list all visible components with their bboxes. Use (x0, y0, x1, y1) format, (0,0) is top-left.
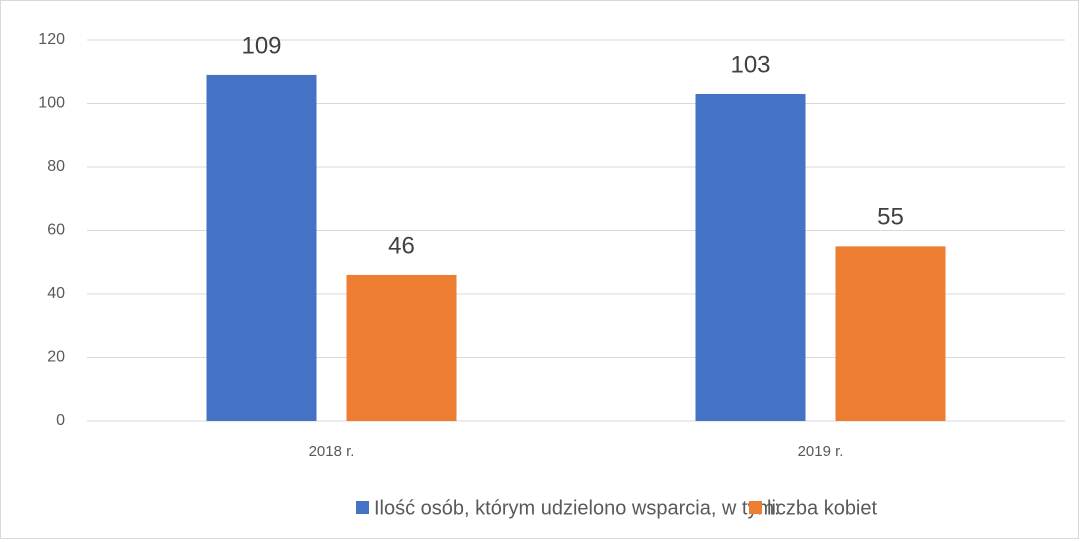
x-tick-label: 2019 r. (798, 443, 844, 460)
y-tick-label: 0 (56, 412, 65, 429)
x-tick-label: 2018 r. (309, 443, 355, 460)
bar (695, 93, 806, 421)
data-label: 55 (877, 204, 904, 231)
bar (206, 74, 317, 422)
data-label: 46 (388, 232, 415, 259)
y-tick-label: 120 (38, 31, 65, 48)
bar (346, 274, 457, 421)
legend-label: Ilość osób, którym udzielono wsparcia, w… (374, 497, 780, 519)
y-tick-label: 80 (47, 158, 65, 175)
y-tick-label: 60 (47, 222, 65, 239)
bar (835, 246, 946, 421)
data-label: 103 (730, 51, 770, 78)
y-tick-label: 20 (47, 349, 65, 366)
legend-swatch (356, 501, 369, 514)
data-label: 109 (241, 32, 281, 59)
y-tick-label: 40 (47, 285, 65, 302)
y-tick-label: 100 (38, 95, 65, 112)
legend-swatch (749, 501, 762, 514)
legend-label: liczba kobiet (767, 497, 878, 519)
